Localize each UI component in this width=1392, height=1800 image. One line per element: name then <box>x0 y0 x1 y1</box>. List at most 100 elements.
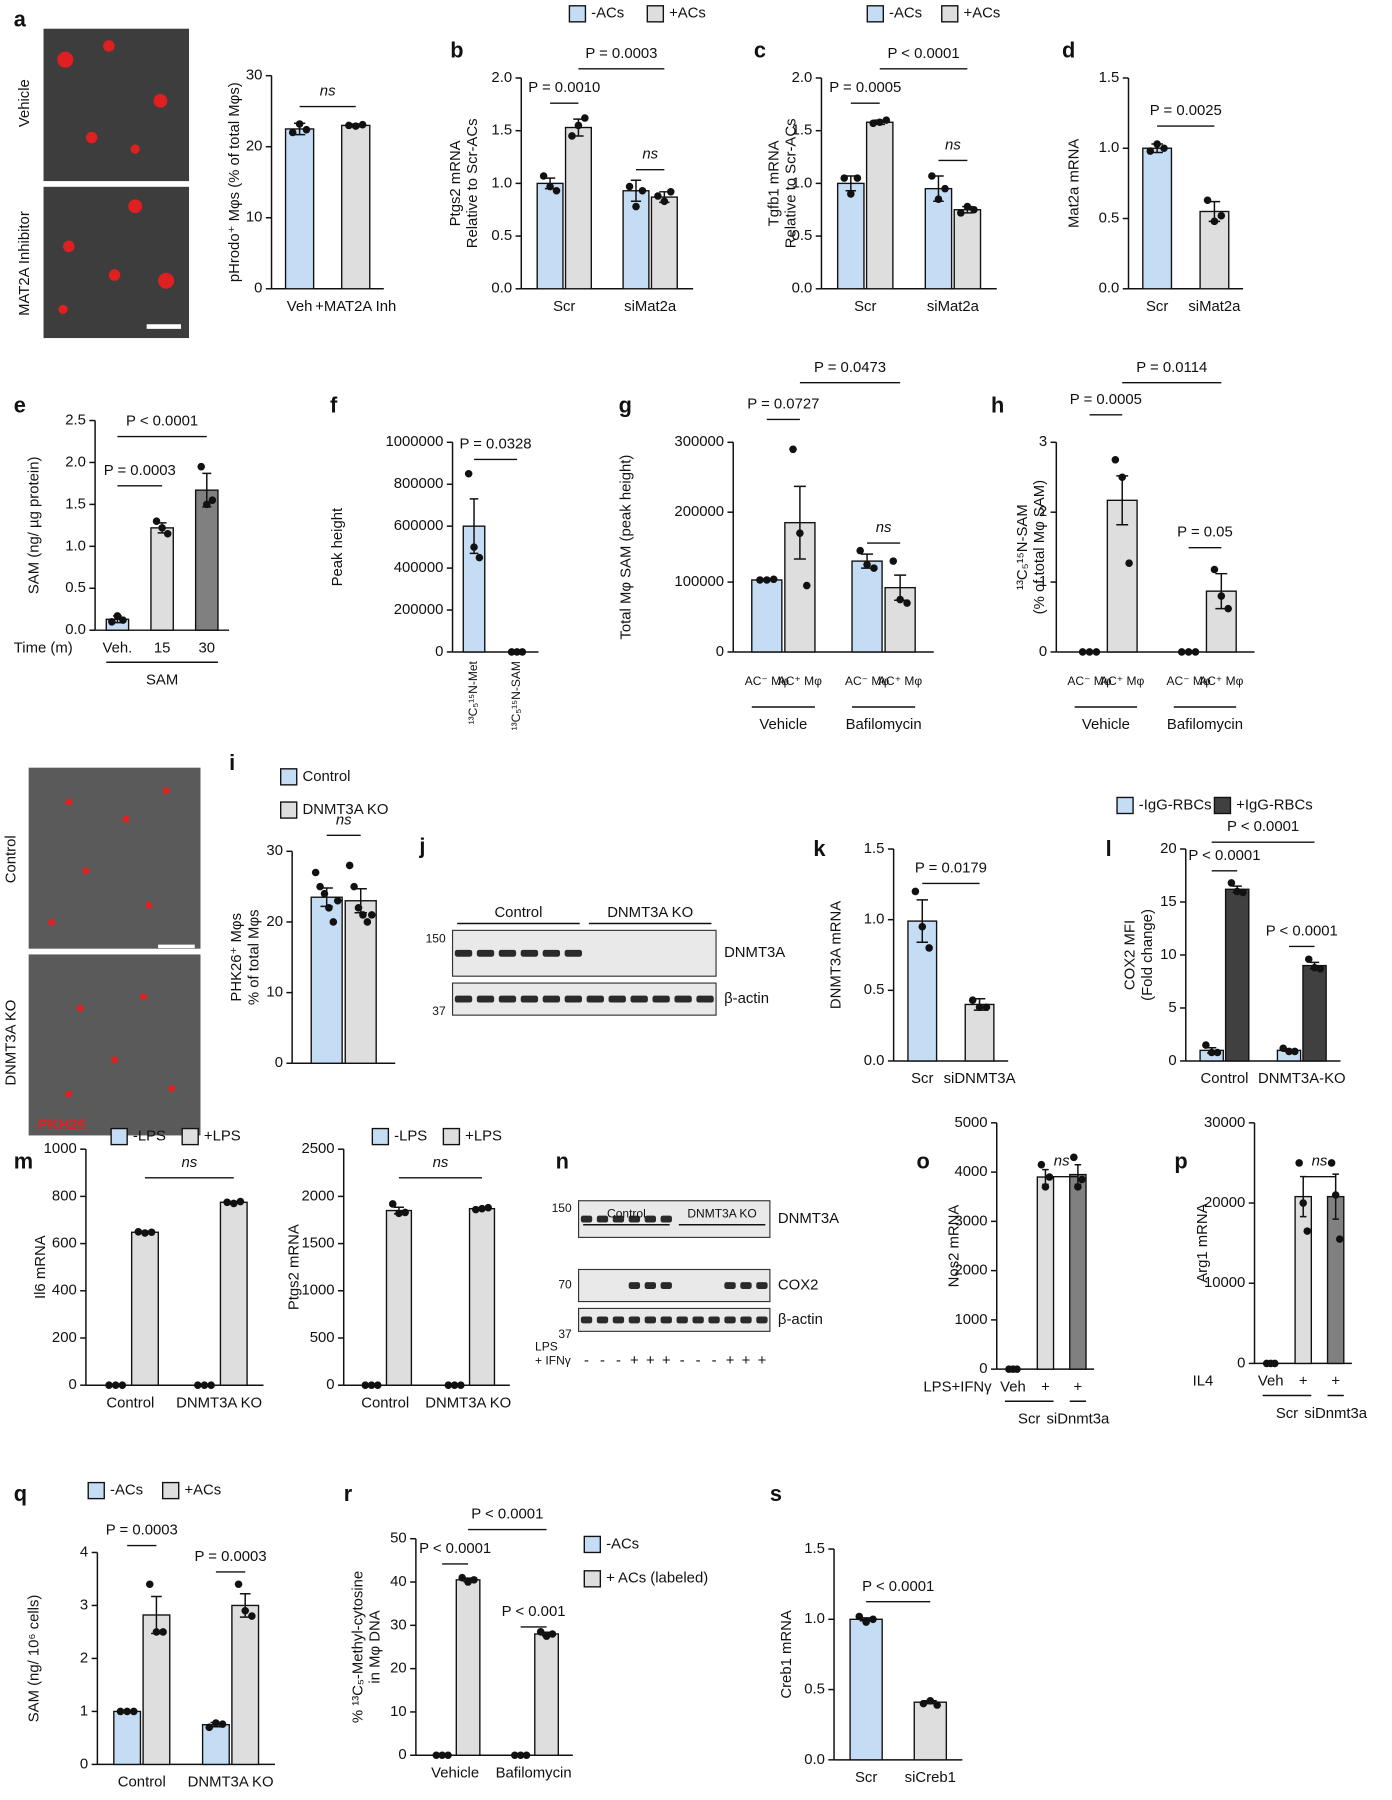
y-tick-label: 3 <box>1039 434 1047 450</box>
data-point <box>236 1197 245 1206</box>
protein-label: DNMT3A <box>778 1211 839 1227</box>
bar <box>851 560 883 653</box>
blot-band <box>696 995 714 1003</box>
data-point <box>1316 964 1325 973</box>
y-tick-label: 10 <box>1160 947 1177 963</box>
y-tick-label: 800000 <box>394 476 444 492</box>
panel-letter: q <box>14 1481 27 1506</box>
data-point <box>350 882 358 891</box>
blot-band <box>454 995 473 1003</box>
y-tick-label: 30 <box>390 1617 407 1633</box>
y-tick-label: 1.5 <box>864 841 885 857</box>
y-tick-label: 1.0 <box>792 175 813 191</box>
blot-band <box>740 1316 752 1324</box>
series-label: AC⁻ Mφ <box>745 674 789 688</box>
data-point <box>484 1203 493 1212</box>
y-tick-label: 1.0 <box>1099 140 1120 156</box>
y-axis-label: pHrodo⁺ Mφs (% of total Mφs) <box>227 82 243 282</box>
y-tick-label: 1.0 <box>65 538 86 554</box>
bar <box>219 1201 248 1386</box>
data-point <box>869 1615 877 1624</box>
data-point <box>875 118 884 127</box>
blot-band <box>476 949 495 957</box>
significance-label: P < 0.0001 <box>862 1579 934 1595</box>
bar <box>1326 1195 1345 1365</box>
data-point <box>1078 648 1087 656</box>
y-tick-label: 0 <box>1039 644 1047 660</box>
legend-label: -LPS <box>133 1129 166 1145</box>
y-tick-label: 0 <box>435 644 443 660</box>
y-axis-label: in Mφ DNA <box>368 1610 384 1683</box>
legend-swatch <box>568 5 587 23</box>
y-tick-label: 0.0 <box>864 1053 885 1069</box>
data-point <box>928 172 936 180</box>
data-point <box>207 1381 215 1389</box>
treatment-label: + IFNγ <box>535 1353 571 1367</box>
x-tick-label: Control <box>118 1775 166 1791</box>
blot-band <box>676 1316 688 1324</box>
series-label: AC⁺ Mφ <box>778 674 822 688</box>
blot-band <box>644 1316 656 1324</box>
y-tick-label: 2 <box>1039 504 1047 520</box>
y-tick-label: 20000 <box>1204 1195 1245 1211</box>
data-point <box>756 576 764 584</box>
data-point <box>145 1580 154 1589</box>
data-point <box>320 889 329 898</box>
mw-marker: 37 <box>432 1004 446 1018</box>
legend-swatch <box>1116 796 1134 815</box>
y-axis-label: % of total Mφs <box>246 909 262 1005</box>
bar <box>1069 1173 1087 1370</box>
legend-swatch <box>866 5 885 23</box>
x-tick-label: 30 <box>199 640 216 656</box>
blot-band <box>660 1215 672 1223</box>
data-point <box>432 1751 441 1760</box>
y-tick-label: 0 <box>275 1055 283 1071</box>
y-tick-label: 1 <box>1039 574 1047 590</box>
blot-band <box>608 995 626 1003</box>
data-point <box>147 1228 156 1237</box>
mw-marker: 150 <box>426 932 446 946</box>
data-point <box>1184 648 1193 656</box>
y-tick-label: 0.0 <box>1099 281 1120 297</box>
blot-band <box>612 1316 625 1324</box>
x-tick-label: Scr <box>553 299 575 315</box>
blot-band <box>454 949 473 957</box>
data-point <box>840 174 849 182</box>
data-point <box>847 190 855 198</box>
data-point <box>982 1003 991 1012</box>
data-point <box>970 205 978 214</box>
error-bar <box>793 485 806 560</box>
blot-band <box>756 1282 768 1289</box>
legend-swatch <box>442 1127 461 1146</box>
series-label: AC⁺ Mφ <box>1100 674 1144 688</box>
x-tick-label: Vehicle <box>1082 717 1130 733</box>
data-point <box>889 557 898 565</box>
y-tick-label: 5000 <box>954 1115 987 1131</box>
data-point <box>241 1606 249 1615</box>
blot-band <box>740 1282 752 1289</box>
y-axis-label: Arg1 mRNA <box>1195 1203 1211 1282</box>
y-tick-label: 30000 <box>1204 1115 1245 1131</box>
data-point <box>471 1205 480 1214</box>
data-point <box>1041 1183 1050 1191</box>
data-point <box>903 599 911 607</box>
data-point <box>789 445 797 454</box>
stain-label: PKH26 <box>38 1117 86 1133</box>
y-tick-label: 10 <box>266 985 283 1001</box>
data-point <box>457 1381 465 1389</box>
data-point <box>205 1723 214 1732</box>
y-tick-label: 1.5 <box>1099 70 1120 86</box>
legend-label: Control <box>302 769 350 785</box>
data-point <box>197 462 205 471</box>
blot-band <box>564 995 583 1003</box>
image <box>28 954 201 1136</box>
data-point <box>470 543 478 551</box>
significance-label: ns <box>1312 1154 1328 1170</box>
bar <box>130 1231 159 1386</box>
legend-label: +ACs <box>669 6 706 22</box>
y-axis-label: Il6 mRNA <box>33 1235 49 1299</box>
y-tick-label: 1000 <box>301 1283 334 1299</box>
blot-band <box>692 1316 704 1324</box>
x-tick-label: Vehicle <box>431 1766 479 1782</box>
